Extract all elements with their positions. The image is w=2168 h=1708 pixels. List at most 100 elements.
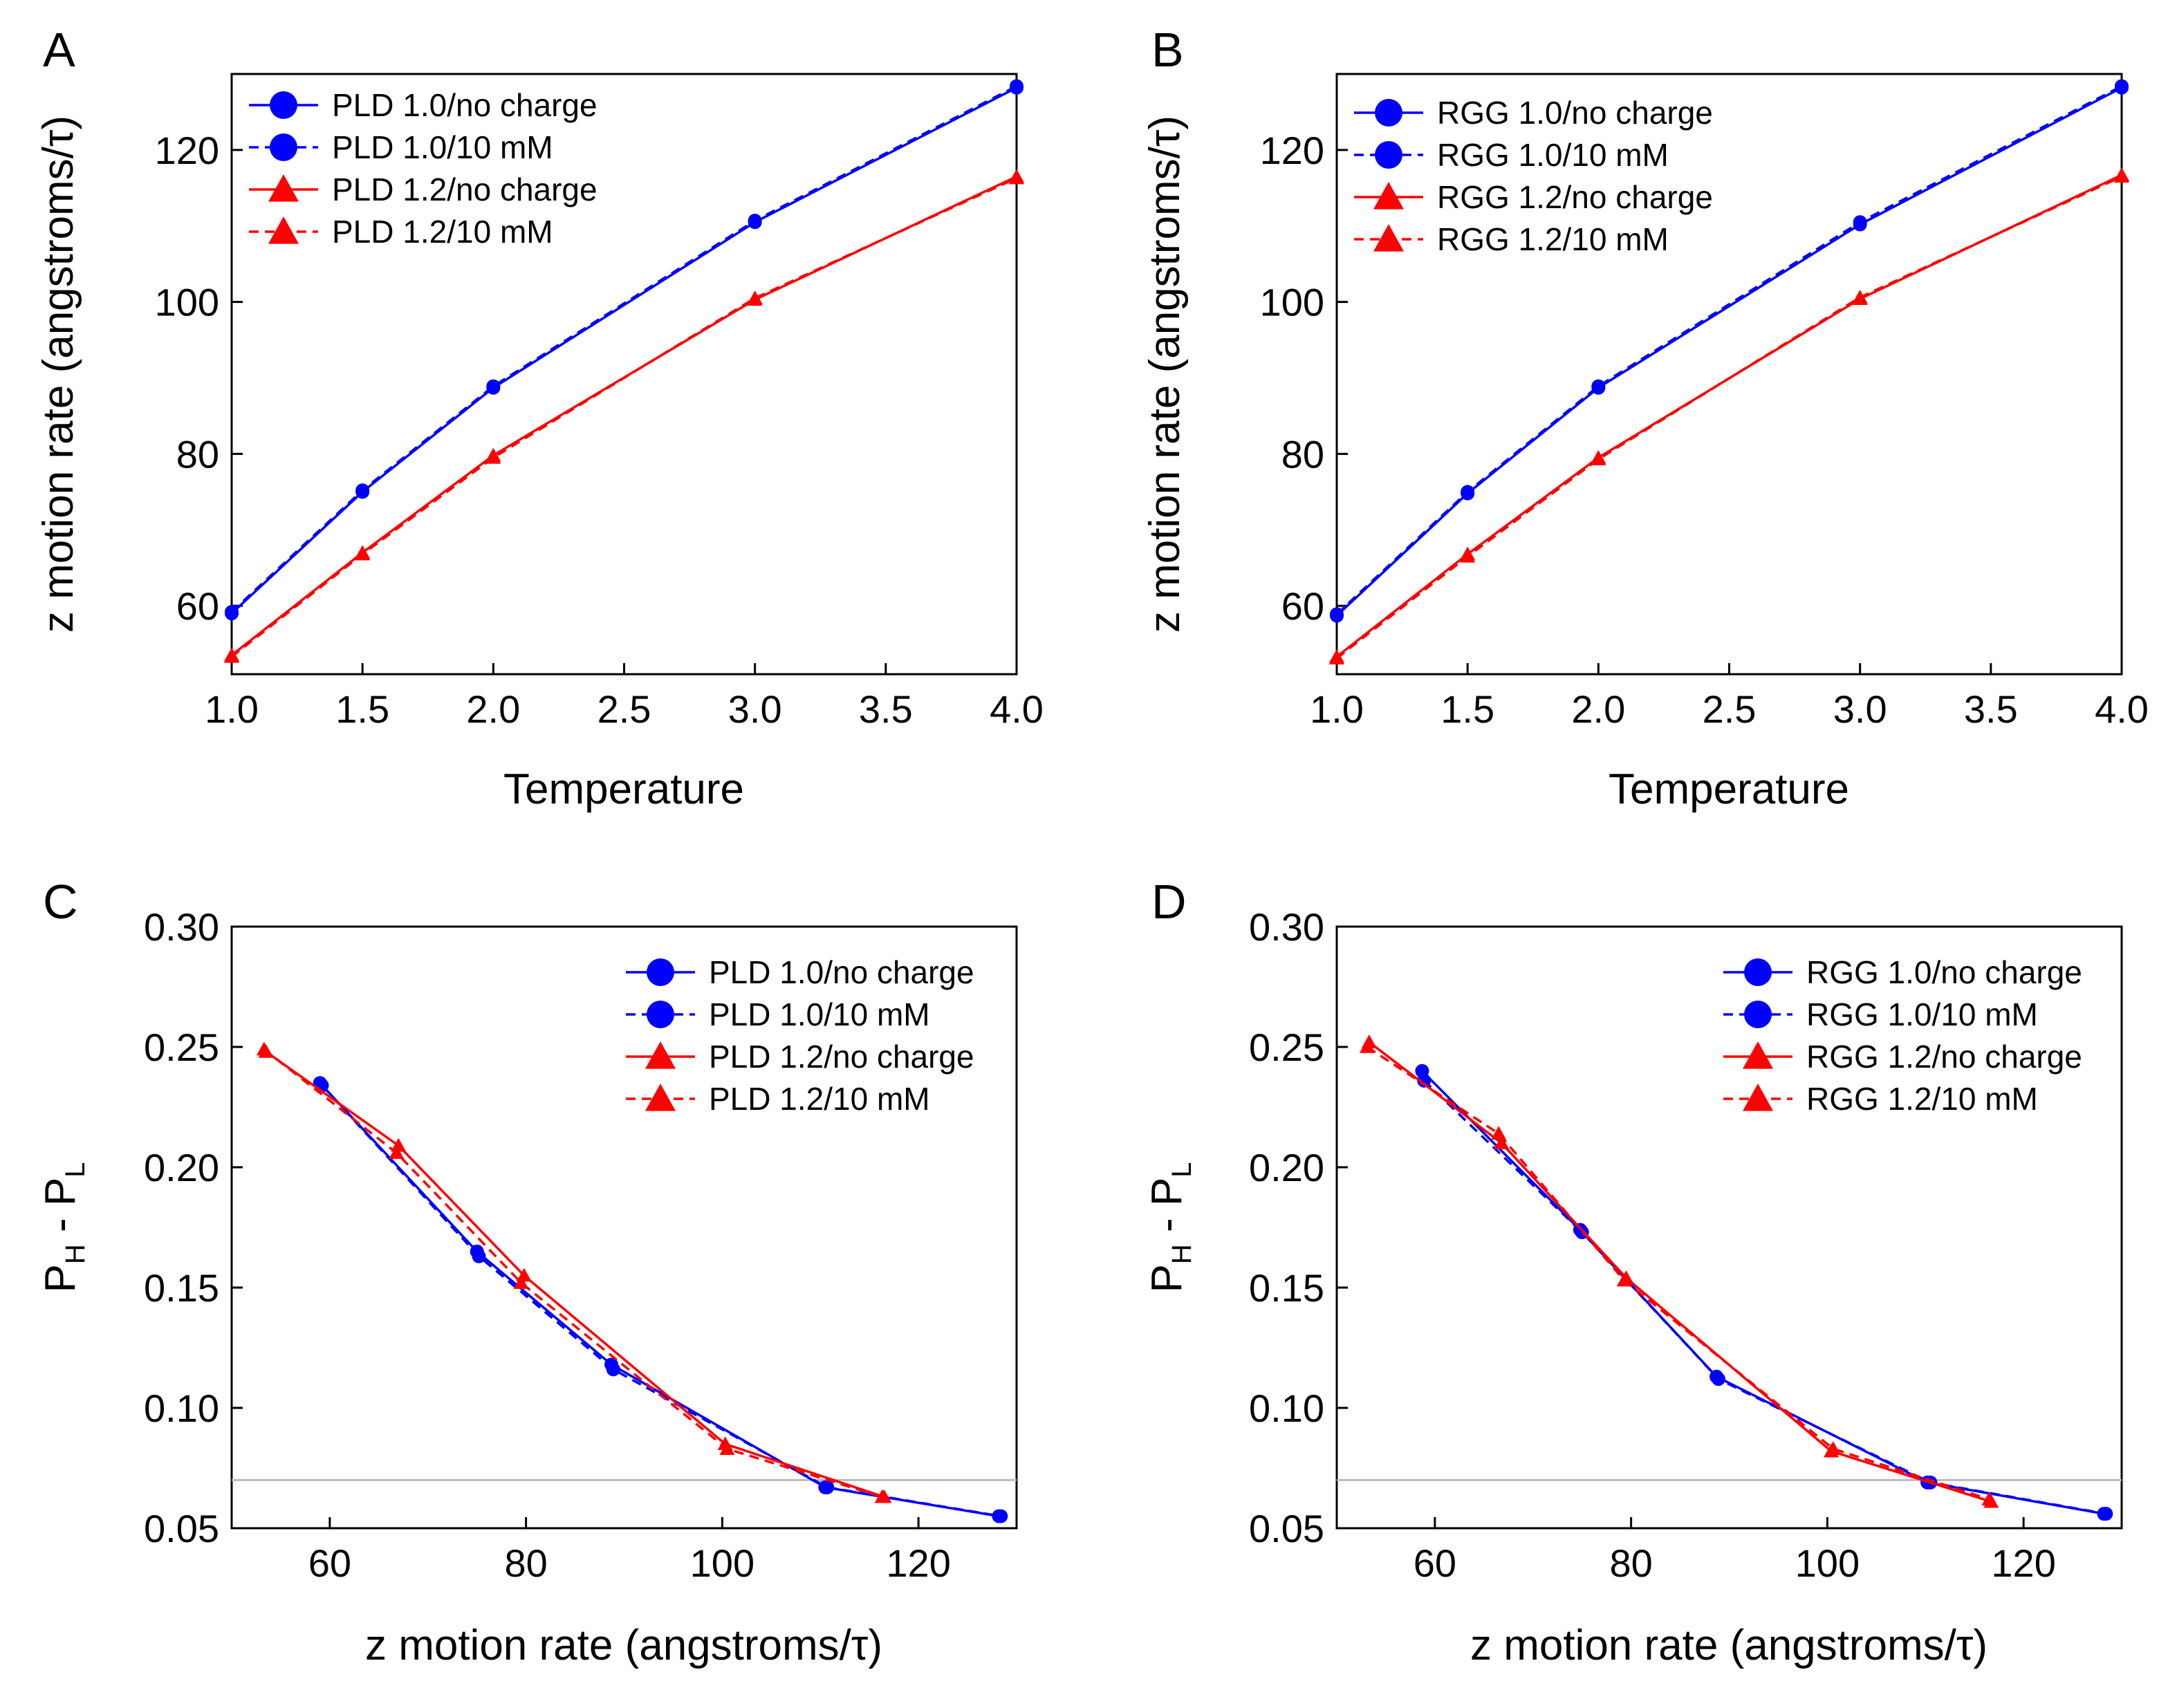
- panel-b-x-ticks: 1.0 1.5 2.0 2.5 3.0 3.5 4.0: [1310, 663, 2149, 731]
- panel-c-data-point: [719, 1441, 735, 1455]
- panel-c-data-point: [513, 1275, 529, 1289]
- panel-b-y-ticks: 60 80 100 120: [1260, 129, 1348, 628]
- panel-c: C 0.050.100.150.200.250.30 60 80 100 120 PL…: [37, 875, 1018, 1669]
- panel-c-y-label-p: P: [37, 1264, 84, 1292]
- panel-c-series-line-4: [263, 1048, 883, 1498]
- panel-d-y-tick-label: 0.20: [1249, 1146, 1324, 1189]
- panel-d-legend-marker: [1744, 958, 1772, 986]
- panel-d-legend-marker: [1744, 1001, 1772, 1028]
- panel-a-legend-label: PLD 1.2/no charge: [332, 171, 597, 207]
- panel-a-x-tick-label: 3.5: [859, 687, 913, 731]
- panel-c-series-line-2: [321, 1084, 1001, 1518]
- panel-b-x-tick-label: 3.0: [1833, 687, 1887, 731]
- panel-c-y-tick-label: 0.30: [144, 905, 219, 949]
- panel-d-y-axis-label: PH - PL: [1143, 1162, 1197, 1293]
- panel-c-y-tick-label: 0.20: [144, 1146, 219, 1189]
- panel-d-x-tick-label: 60: [1414, 1541, 1456, 1585]
- panel-c-series: [256, 1041, 1008, 1523]
- panel-a-y-tick-label: 60: [176, 584, 219, 628]
- panel-a-data-point: [225, 604, 239, 619]
- panel-b-legend-marker: [1375, 141, 1402, 169]
- panel-b-x-tick-label: 2.0: [1571, 687, 1625, 731]
- panel-d-y-tick-label: 0.10: [1249, 1386, 1324, 1430]
- panel-a-data-point: [748, 214, 762, 228]
- panel-d-data-point: [1616, 1272, 1632, 1287]
- panel-c-x-tick-label: 60: [308, 1541, 351, 1585]
- panel-d-legend-marker: [1743, 1084, 1773, 1111]
- panel-a-data-point: [485, 449, 501, 464]
- panel-d-y-tick-label: 0.05: [1249, 1507, 1324, 1550]
- panel-c-y-label-sub-l: L: [60, 1162, 91, 1178]
- panel-d-legend-label: RGG 1.2/no charge: [1806, 1039, 2082, 1075]
- panel-a-y-axis-label: z motion rate (angstroms/τ): [35, 115, 82, 633]
- panel-d-x-tick-label: 120: [1991, 1541, 2055, 1585]
- panel-b-y-tick-label: 100: [1260, 281, 1324, 324]
- panel-c-legend-label: PLD 1.0/10 mM: [709, 996, 930, 1032]
- panel-d: D 0.05 0.10 0.15 0.20 0.25 0.30 60 80 100 120 RG…: [1143, 875, 2123, 1669]
- panel-c-legend-marker: [645, 1084, 676, 1111]
- panel-b-x-tick-label: 2.5: [1703, 687, 1757, 731]
- panel-b-y-axis-label: z motion rate (angstroms/τ): [1141, 115, 1189, 633]
- panel-d-data-point: [1494, 1135, 1510, 1149]
- panel-a-legend-marker: [268, 216, 299, 244]
- panel-c-legend-label: PLD 1.0/no charge: [709, 954, 974, 990]
- panel-a-series-line-2: [230, 85, 1017, 613]
- panel-b-legend-label: RGG 1.0/no charge: [1437, 95, 1713, 131]
- panel-b-series: [1329, 79, 2129, 665]
- panel-b-data-point: [1591, 379, 1606, 393]
- panel-b-data-point: [1591, 452, 1606, 465]
- panel-c-y-tick-label: 0.15: [144, 1266, 219, 1310]
- panel-d-y-tick-label: 0.25: [1249, 1025, 1324, 1069]
- panel-b-legend-label: RGG 1.2/no charge: [1437, 179, 1713, 215]
- panel-b-x-axis-label: Temperature: [1609, 765, 1849, 813]
- panel-b-data-point: [1460, 548, 1476, 563]
- panel-b-data-point: [1853, 215, 1867, 230]
- panel-d-data-point: [1711, 1372, 1725, 1386]
- panel-a-x-tick-label: 2.0: [466, 687, 520, 731]
- panel-b-data-point: [2115, 79, 2129, 93]
- panel-b-legend-marker: [1375, 99, 1402, 127]
- panel-c-x-tick-label: 100: [690, 1541, 754, 1585]
- panel-a-legend-label: PLD 1.0/10 mM: [332, 129, 553, 165]
- panel-a-legend-marker: [270, 133, 297, 161]
- panel-c-data-point: [472, 1249, 486, 1263]
- panel-c-series-line-3: [265, 1050, 885, 1498]
- panel-b-legend-label: RGG 1.2/10 mM: [1437, 221, 1669, 257]
- panel-a-data-point: [747, 290, 763, 304]
- panel-d-legend-label: RGG 1.0/no charge: [1806, 954, 2082, 990]
- panel-b-series-line-2: [1335, 85, 2122, 615]
- panel-b-legend-marker: [1373, 182, 1404, 210]
- panel-b-series-line-4: [1335, 175, 2122, 660]
- panel-d-legend: RGG 1.0/no charge RGG 1.0/10 mM RGG 1.2/no…: [1723, 954, 2082, 1117]
- panel-d-x-axis-label: z motion rate (angstroms/τ): [1470, 1622, 1988, 1669]
- panel-a-data-point: [1010, 79, 1023, 93]
- panel-b-x-tick-label: 1.0: [1310, 687, 1364, 731]
- panel-c-legend-marker: [647, 1001, 674, 1028]
- panel-a-series: [224, 79, 1024, 663]
- panel-d-x-tick-label: 100: [1795, 1541, 1860, 1585]
- panel-d-legend-label: RGG 1.0/10 mM: [1806, 996, 2038, 1032]
- panel-b-data-point: [1329, 650, 1344, 665]
- panel-b-legend: RGG 1.0/no charge RGG 1.0/10 mM RGG 1.2/no…: [1354, 95, 1713, 257]
- panel-d-series-line-1: [1421, 1070, 2104, 1515]
- panel-d-data-point: [1491, 1126, 1507, 1140]
- panel-c-data-point: [256, 1041, 272, 1056]
- panel-b-data-point: [1330, 607, 1344, 622]
- panel-a-x-tick-label: 4.0: [990, 687, 1044, 731]
- panel-b-x-tick-label: 4.0: [2095, 687, 2149, 731]
- panel-d-letter: D: [1151, 875, 1187, 929]
- panel-d-legend-marker: [1743, 1041, 1773, 1069]
- panel-a-x-tick-label: 3.0: [728, 687, 782, 731]
- panel-a-data-point: [224, 649, 239, 663]
- panel-c-series-line-1: [319, 1082, 999, 1518]
- panel-a-x-tick-label: 2.5: [597, 687, 651, 731]
- panel-d-data-point: [1359, 1039, 1375, 1053]
- panel-b-legend-label: RGG 1.0/10 mM: [1437, 137, 1669, 173]
- panel-a-x-ticks: 1.0 1.5 2.0 2.5 3.0 3.5 4.0: [205, 663, 1044, 731]
- panel-a-y-tick-label: 100: [155, 281, 219, 324]
- panel-a-legend-label: PLD 1.0/no charge: [332, 87, 597, 123]
- panel-d-legend-label: RGG 1.2/10 mM: [1806, 1081, 2038, 1117]
- panel-b: B 60 80 100 120 1.0 1.5 2.0 2.5 3.0 3.5 4.0 RGG 1…: [1141, 23, 2149, 813]
- panel-c-legend-marker: [647, 958, 674, 986]
- panel-c-data-point: [391, 1138, 407, 1152]
